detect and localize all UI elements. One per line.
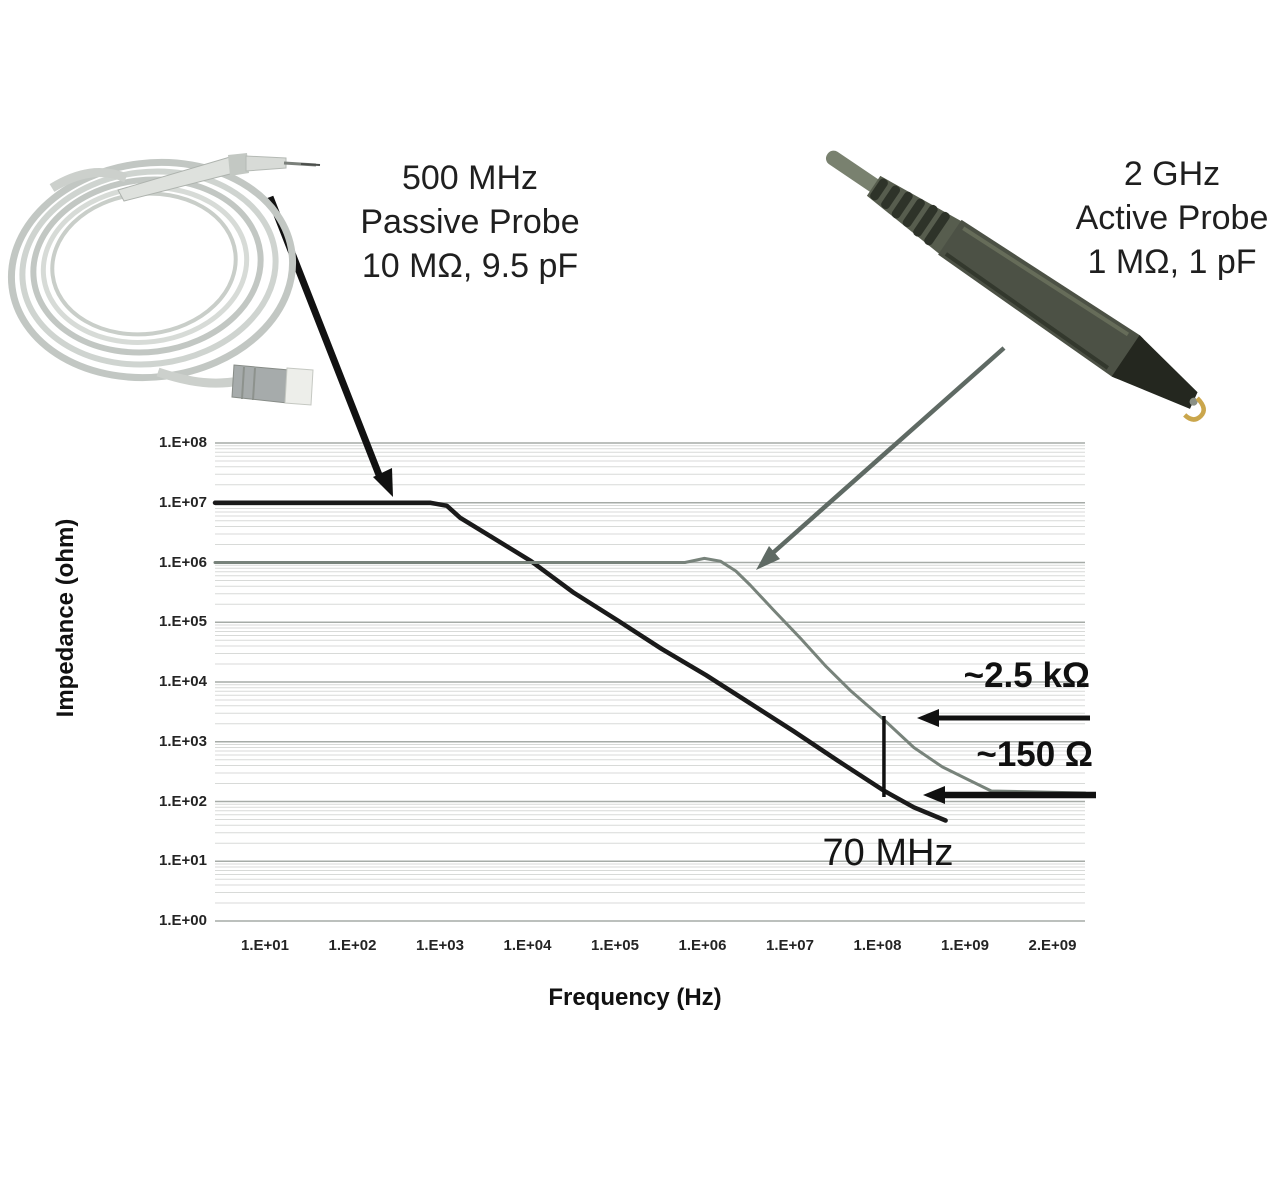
x-tick-label: 1.E+06	[678, 937, 727, 954]
y-tick-label: 1.E+06	[159, 553, 207, 571]
passive-caption-line3: 10 MΩ, 9.5 pF	[361, 247, 579, 285]
y-tick-label: 1.E+08	[159, 434, 207, 451]
x-tick-label: 1.E+04	[503, 937, 552, 954]
x-tick-label: 1.E+05	[591, 937, 639, 954]
frequency-marker-label: 70 MHz	[822, 832, 954, 874]
passive-caption-line2: Passive Probe	[360, 203, 580, 241]
passive-impedance-label: ~150 Ω	[976, 735, 1093, 774]
curves-layer	[212, 500, 1087, 823]
active-caption-line3: 1 MΩ, 1 pF	[1087, 243, 1257, 281]
x-axis-title: Frequency (Hz)	[548, 984, 722, 1011]
x-tick-label: 1.E+07	[766, 937, 814, 954]
passive-probe-caption: 500 MHz Passive Probe 10 MΩ, 9.5 pF	[312, 156, 628, 288]
passive-probe-icon	[7, 153, 321, 406]
y-axis-title: Impedance (ohm)	[52, 518, 79, 718]
y-tick-label: 1.E+00	[159, 912, 207, 929]
y-tick-label: 1.E+02	[159, 792, 207, 810]
active-impedance-label: ~2.5 kΩ	[963, 656, 1090, 695]
y-tick-label: 1.E+04	[159, 673, 207, 690]
x-tick-label: 1.E+09	[941, 937, 989, 954]
active-caption-line1: 2 GHz	[1123, 155, 1221, 193]
y-tick-label: 1.E+01	[159, 852, 207, 870]
annotation-arrows-layer	[882, 708, 1096, 804]
y-tick-label: 1.E+07	[159, 493, 207, 511]
active-probe-pointer-arrow-icon	[756, 346, 1006, 570]
x-tick-label: 1.E+02	[328, 937, 377, 954]
y-tick-label: 1.E+05	[159, 613, 207, 631]
x-tick-label: 1.E+03	[416, 937, 464, 954]
x-tick-label: 1.E+01	[241, 937, 289, 954]
y-tick-label: 1.E+03	[159, 732, 207, 750]
active-probe-caption: 2 GHz Active Probe 1 MΩ, 1 pF	[1042, 152, 1280, 284]
active-caption-line2: Active Probe	[1075, 199, 1269, 237]
x-tick-label: 2.E+09	[1028, 937, 1077, 954]
active-probe-icon	[825, 150, 1206, 422]
x-tick-label: 1.E+08	[853, 937, 902, 954]
passive-caption-line1: 500 MHz	[401, 159, 539, 197]
